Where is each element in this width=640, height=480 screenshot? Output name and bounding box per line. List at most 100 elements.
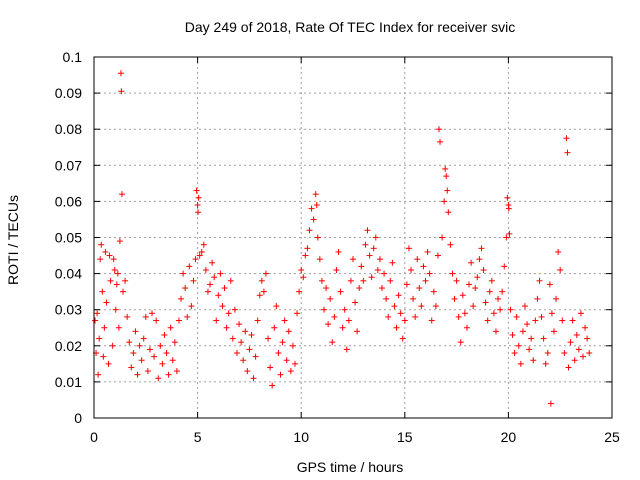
data-point <box>146 346 153 353</box>
data-point <box>167 324 174 331</box>
data-point <box>118 88 125 95</box>
data-point <box>115 324 122 331</box>
data-point <box>414 256 421 263</box>
data-point <box>258 277 265 284</box>
data-point <box>341 306 348 313</box>
data-point <box>134 371 141 378</box>
data-point <box>126 339 133 346</box>
data-point <box>171 339 178 346</box>
data-point <box>577 310 584 317</box>
data-point <box>397 310 404 317</box>
data-point <box>389 259 396 266</box>
data-point <box>302 252 309 259</box>
data-point <box>335 248 342 255</box>
data-point <box>569 317 576 324</box>
data-point <box>242 328 249 335</box>
data-point <box>546 281 553 288</box>
data-point <box>287 368 294 375</box>
y-tick-label: 0.08 <box>55 121 82 137</box>
data-point <box>376 256 383 263</box>
data-point <box>246 346 253 353</box>
data-point <box>503 234 510 241</box>
data-point <box>444 187 451 194</box>
data-point <box>136 342 143 349</box>
data-point <box>573 331 580 338</box>
data-point <box>463 324 470 331</box>
data-point <box>128 364 135 371</box>
x-tick-label: 5 <box>194 429 202 445</box>
data-point <box>195 209 202 216</box>
data-point <box>300 274 307 281</box>
data-point <box>354 328 361 335</box>
data-point <box>112 306 119 313</box>
data-point <box>138 357 145 364</box>
data-point <box>184 313 191 320</box>
data-point <box>188 303 195 310</box>
x-tick-label: 20 <box>501 429 517 445</box>
data-point <box>379 285 386 292</box>
data-point <box>443 173 450 180</box>
data-point <box>408 266 415 273</box>
data-point <box>102 248 109 255</box>
data-point <box>519 328 526 335</box>
data-point <box>405 245 412 252</box>
data-point <box>283 357 290 364</box>
data-point <box>256 292 263 299</box>
data-point <box>221 285 228 292</box>
data-point <box>101 324 108 331</box>
y-tick-label: 0.01 <box>55 374 82 390</box>
data-point <box>106 252 113 259</box>
data-point <box>329 339 336 346</box>
data-point <box>515 342 522 349</box>
data-point <box>476 256 483 263</box>
chart-title: Day 249 of 2018, Rate Of TEC Index for r… <box>185 19 515 35</box>
data-point <box>370 245 377 252</box>
data-point <box>327 295 334 302</box>
data-point <box>209 259 216 266</box>
y-tick-label: 0.03 <box>55 302 82 318</box>
data-point <box>393 324 400 331</box>
data-point <box>248 331 255 338</box>
data-point <box>484 317 491 324</box>
data-point <box>468 259 475 266</box>
data-point <box>296 288 303 295</box>
data-point <box>387 277 394 284</box>
data-point <box>430 288 437 295</box>
data-point <box>567 339 574 346</box>
data-point <box>544 350 551 357</box>
data-point <box>366 252 373 259</box>
data-point <box>538 313 545 320</box>
data-point <box>482 299 489 306</box>
data-point <box>314 234 321 241</box>
data-point <box>524 321 531 328</box>
data-point <box>320 306 327 313</box>
y-axis-label: ROTI / TECUs <box>5 195 21 285</box>
data-point <box>161 331 168 338</box>
data-point <box>194 202 201 209</box>
y-tick-label: 0.1 <box>63 49 83 65</box>
data-point <box>219 303 226 310</box>
data-point <box>144 368 151 375</box>
data-point <box>273 303 280 310</box>
data-point <box>547 400 554 407</box>
y-tick-label: 0.02 <box>55 338 82 354</box>
data-point <box>254 317 261 324</box>
data-point <box>536 277 543 284</box>
data-point <box>472 285 479 292</box>
data-point <box>428 317 435 324</box>
data-point <box>422 277 429 284</box>
data-point <box>553 295 560 302</box>
data-point <box>582 324 589 331</box>
data-point <box>532 317 539 324</box>
data-point <box>391 303 398 310</box>
data-point <box>565 364 572 371</box>
data-point <box>526 346 533 353</box>
data-point <box>517 360 524 367</box>
data-point <box>511 350 518 357</box>
data-point <box>461 310 468 317</box>
data-point <box>236 321 243 328</box>
data-point <box>163 350 170 357</box>
data-point <box>285 328 292 335</box>
data-point <box>117 70 124 77</box>
